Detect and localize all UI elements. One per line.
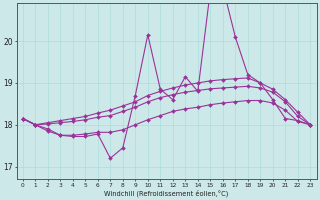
- X-axis label: Windchill (Refroidissement éolien,°C): Windchill (Refroidissement éolien,°C): [104, 189, 229, 197]
